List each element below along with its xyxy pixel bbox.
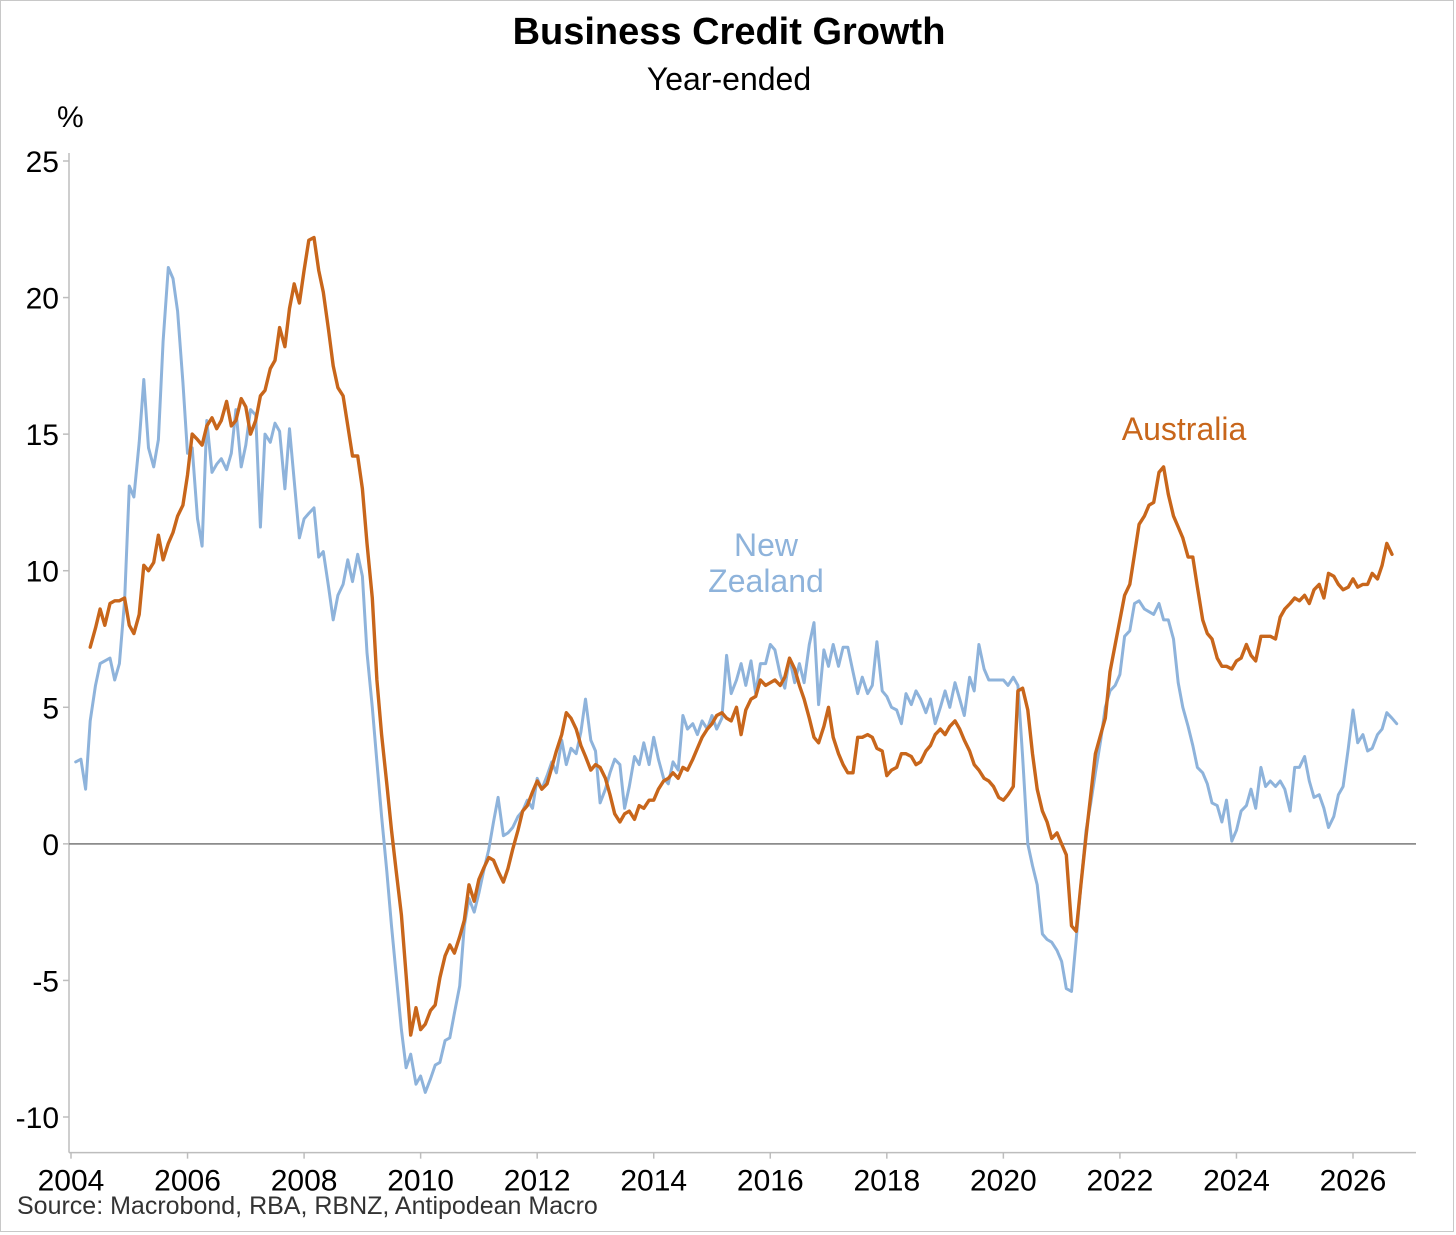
y-tick-label: 25 [26,146,59,179]
y-tick-label: 15 [26,419,59,452]
x-tick-label: 2012 [504,1165,571,1198]
series-line-new-zealand [74,266,1399,1094]
series-label-australia: Australia [1122,411,1247,447]
x-tick-label: 2026 [1320,1165,1387,1198]
series-label-new-zealand: New [734,527,799,563]
x-tick-label: 2022 [1087,1165,1154,1198]
y-tick-label: -10 [16,1102,59,1135]
y-tick-label: 0 [42,829,59,862]
y-axis-unit-label: % [57,101,84,134]
x-tick-label: 2014 [620,1165,687,1198]
x-tick-label: 2006 [154,1165,221,1198]
y-tick-label: 20 [26,283,59,316]
source-note: Source: Macrobond, RBA, RBNZ, Antipodean… [17,1192,598,1220]
chart-subtitle: Year-ended [646,61,812,97]
x-tick-label: 2008 [271,1165,338,1198]
y-tick-label: 10 [26,556,59,589]
chart-title: Business Credit Growth [512,11,946,53]
x-tick-label: 2020 [970,1165,1037,1198]
x-tick-label: 2010 [387,1165,454,1198]
x-tick-label: 2004 [38,1165,105,1198]
series-line-australia [88,235,1394,1037]
x-tick-label: 2018 [853,1165,920,1198]
y-tick-label: -5 [32,965,59,998]
chart-axes: -10 -5 0 5 10 15 20 25 2004 2006 2008 2010 2012 2014 2… [16,146,1416,1198]
x-tick-label: 2024 [1203,1165,1270,1198]
series-label-new-zealand: Zealand [708,563,824,599]
series-lines [74,235,1399,1094]
x-tick-label: 2016 [737,1165,804,1198]
y-tick-label: 5 [42,692,59,725]
